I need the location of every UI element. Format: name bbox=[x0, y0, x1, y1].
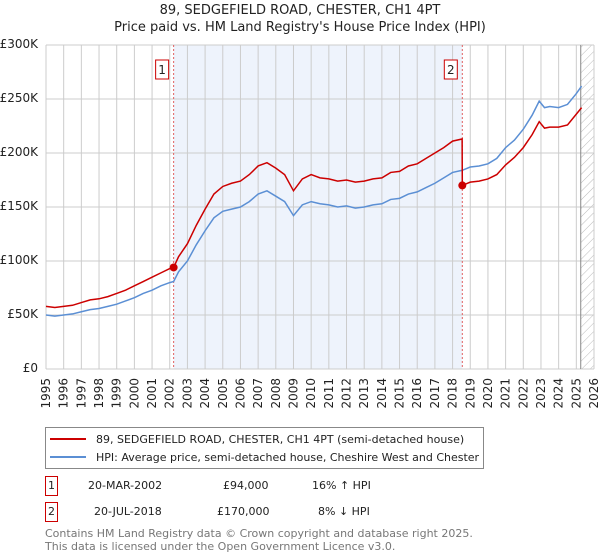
x-tick-label: 1995 bbox=[39, 378, 53, 409]
footer-line: This data is licensed under the Open Gov… bbox=[45, 540, 396, 553]
x-tick-label: 2004 bbox=[198, 378, 212, 409]
property-price-line bbox=[45, 107, 583, 309]
sale-price: £170,000 bbox=[217, 505, 270, 518]
y-tick-label: £300K bbox=[0, 37, 39, 51]
y-tick-label: £0 bbox=[23, 361, 38, 375]
x-tick-label: 2000 bbox=[127, 378, 141, 409]
x-tick-label: 2020 bbox=[481, 378, 495, 409]
sale-date: 20-MAR-2002 bbox=[88, 479, 163, 492]
sale-label: 1 bbox=[158, 63, 166, 77]
x-tick-label: 2016 bbox=[410, 378, 424, 409]
x-tick-label: 2013 bbox=[357, 378, 371, 409]
legend-swatch-hpi bbox=[50, 456, 86, 458]
x-tick-label: 2014 bbox=[375, 378, 389, 409]
x-tick-label: 2011 bbox=[322, 378, 336, 409]
y-tick-label: £50K bbox=[7, 307, 39, 321]
hpi-line bbox=[45, 85, 583, 317]
x-tick-label: 2021 bbox=[499, 378, 513, 409]
legend-swatch-property bbox=[50, 438, 86, 440]
sale-label-box bbox=[443, 59, 458, 80]
x-tick-label: 2024 bbox=[552, 378, 566, 409]
legend-item-property: 89, SEDGEFIELD ROAD, CHESTER, CH1 4PT (s… bbox=[50, 431, 479, 447]
y-tick-label: £150K bbox=[0, 199, 39, 213]
chart-title: 89, SEDGEFIELD ROAD, CHESTER, CH1 4PT bbox=[159, 3, 441, 18]
x-tick-label: 2007 bbox=[251, 378, 265, 409]
sale-label-box bbox=[155, 59, 170, 80]
x-tick-label: 2006 bbox=[233, 378, 247, 409]
x-tick-label: 2022 bbox=[516, 378, 530, 409]
x-tick-label: 2005 bbox=[216, 378, 230, 409]
sale-label: 2 bbox=[447, 63, 455, 77]
x-tick-label: 1999 bbox=[110, 378, 124, 409]
x-tick-label: 2012 bbox=[340, 378, 354, 409]
sale-point bbox=[458, 181, 467, 190]
x-tick-label: 2003 bbox=[180, 378, 194, 409]
x-tick-label: 2001 bbox=[145, 378, 159, 409]
y-tick-label: £100K bbox=[0, 253, 39, 267]
x-tick-label: 1997 bbox=[74, 378, 88, 409]
x-tick-label: 2017 bbox=[428, 378, 442, 409]
x-tick-label: 2009 bbox=[286, 378, 300, 409]
sale-point bbox=[169, 263, 178, 272]
x-tick-label: 2008 bbox=[269, 378, 283, 409]
y-tick-label: £200K bbox=[0, 145, 39, 159]
x-tick-label: 2002 bbox=[163, 378, 177, 409]
sale-price: £94,000 bbox=[223, 479, 269, 492]
x-tick-label: 2019 bbox=[463, 378, 477, 409]
x-tick-label: 2025 bbox=[569, 378, 583, 409]
sale-marker-badge: 2 bbox=[45, 502, 58, 522]
x-tick-label: 2018 bbox=[446, 378, 460, 409]
legend-label: HPI: Average price, semi-detached house,… bbox=[96, 450, 480, 464]
sale-marker-badge: 1 bbox=[45, 476, 58, 496]
x-tick-label: 1998 bbox=[92, 378, 106, 409]
chart-subtitle: Price paid vs. HM Land Registry's House … bbox=[114, 20, 486, 35]
legend-item-hpi: HPI: Average price, semi-detached house,… bbox=[50, 449, 479, 465]
sale-hpi-diff: 8% ↓ HPI bbox=[318, 505, 370, 518]
sale-hpi-diff: 16% ↑ HPI bbox=[312, 479, 371, 492]
x-tick-label: 2015 bbox=[393, 378, 407, 409]
x-tick-label: 2026 bbox=[587, 378, 600, 409]
footer: Contains HM Land Registry data © Crown c… bbox=[45, 527, 473, 553]
x-tick-label: 2023 bbox=[534, 378, 548, 409]
x-tick-label: 1996 bbox=[57, 378, 71, 409]
footer-line: Contains HM Land Registry data © Crown c… bbox=[45, 527, 473, 540]
legend-label: 89, SEDGEFIELD ROAD, CHESTER, CH1 4PT (s… bbox=[96, 432, 465, 446]
x-tick-label: 2010 bbox=[304, 378, 318, 409]
legend: 89, SEDGEFIELD ROAD, CHESTER, CH1 4PT (s… bbox=[45, 427, 485, 469]
sale-date: 20-JUL-2018 bbox=[94, 505, 162, 518]
y-tick-label: £250K bbox=[0, 91, 39, 105]
